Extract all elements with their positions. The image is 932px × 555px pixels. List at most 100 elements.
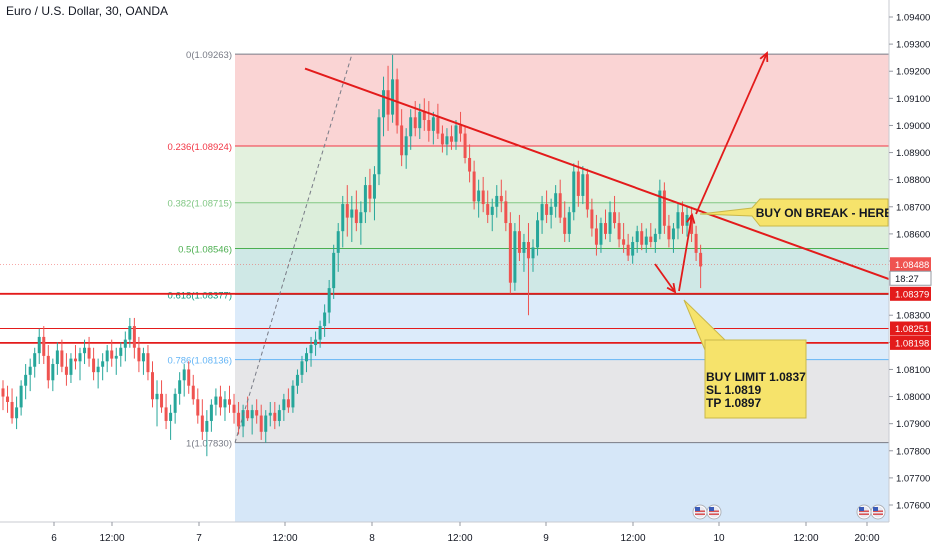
candle [323, 304, 327, 337]
candle [205, 410, 209, 457]
candle-body [196, 399, 200, 416]
candle-body [300, 361, 304, 375]
candle [526, 223, 530, 316]
candle [481, 176, 485, 213]
eu-flag-icon[interactable] [706, 504, 722, 520]
candle [459, 111, 463, 142]
candle-body [558, 193, 562, 218]
candle-body [363, 185, 367, 213]
candle-body [449, 136, 453, 142]
candle-body [246, 410, 250, 419]
candle-body [173, 393, 177, 413]
time-tick-label: 7 [196, 533, 202, 544]
candle [101, 353, 105, 381]
target-arrow[interactable] [695, 52, 768, 215]
candle [409, 109, 413, 150]
candle [354, 190, 358, 232]
price-label-text: 18:27 [895, 274, 919, 285]
buy-limit-line: BUY LIMIT 1.0837 [706, 370, 806, 384]
candle [110, 339, 114, 367]
candle-body [33, 353, 37, 367]
candle [223, 391, 227, 421]
candle-body [24, 374, 28, 386]
price-label-box [890, 321, 931, 336]
trendline-drawing [234, 53, 930, 443]
candle-body [536, 220, 540, 248]
candle [187, 361, 191, 394]
candle [463, 125, 467, 164]
candle-body [255, 410, 259, 416]
candle [449, 125, 453, 150]
candle [440, 125, 444, 153]
candle [73, 345, 77, 370]
candle-body [119, 347, 123, 356]
fib-band [235, 54, 889, 147]
candle-body [472, 171, 476, 202]
candle [536, 212, 540, 256]
fib-level-label: 0.618(1.08377) [168, 290, 232, 301]
buy-limit-callout-box[interactable] [683, 299, 807, 419]
us-flag-icon[interactable] [692, 504, 708, 520]
candle [427, 101, 431, 142]
buy-on-break-callout-box[interactable] [699, 198, 889, 227]
fib-level-label: 0.236(1.08924) [168, 142, 232, 153]
price-tick-label: 1.07900 [896, 419, 930, 430]
candle [699, 244, 703, 289]
candle-body [295, 374, 299, 386]
candle [671, 223, 675, 253]
candle [676, 204, 680, 240]
candle [182, 364, 186, 397]
candle-body [92, 358, 96, 373]
candle [422, 98, 426, 131]
candle-body [635, 231, 639, 243]
candle [60, 339, 64, 373]
candle [327, 279, 331, 324]
candle [477, 179, 481, 218]
candle-body [241, 410, 245, 427]
candle-body [19, 385, 23, 408]
candle [372, 166, 376, 221]
candle [690, 206, 694, 243]
time-axis: 6 12:00 7 12:00 8 12:00 9 12:00 10 12:00 20:00 [0, 521, 889, 550]
fib-level-label: 0.5(1.08546) [178, 245, 232, 256]
us-flag-icon[interactable] [856, 504, 872, 520]
candle-body [567, 212, 571, 234]
candle-body [603, 223, 607, 234]
candle [345, 185, 349, 237]
candle-body [282, 399, 286, 411]
candle-body [540, 204, 544, 221]
eu-flag-icon[interactable] [870, 504, 886, 520]
candle [33, 347, 37, 378]
drop-arrow[interactable] [654, 263, 676, 293]
candle [155, 380, 159, 427]
candle-body [386, 90, 390, 115]
candle [400, 109, 404, 167]
descending-trendline[interactable] [304, 67, 930, 295]
candle-body [690, 214, 694, 234]
candle-body [368, 185, 372, 199]
candle [391, 54, 395, 123]
flag-icon-stripe [695, 513, 705, 515]
price-label-level: 1.08198 [890, 335, 931, 350]
candle [508, 212, 512, 294]
candle-body [685, 214, 689, 226]
candle-body [146, 353, 150, 373]
candle-body [481, 190, 485, 205]
candle [681, 201, 684, 234]
candle-body [259, 415, 263, 432]
candle [214, 388, 218, 416]
candle [15, 396, 19, 430]
candle [273, 401, 277, 430]
candle-body [123, 339, 127, 348]
candle-body [391, 79, 395, 115]
candle-body [141, 353, 145, 362]
price-tick-label: 1.07600 [896, 501, 930, 512]
candle-body [622, 239, 626, 245]
candle [694, 225, 698, 261]
candle [218, 385, 222, 416]
bounce-arrow[interactable] [678, 214, 693, 292]
candle-body [132, 326, 136, 348]
candle-body [413, 117, 417, 129]
